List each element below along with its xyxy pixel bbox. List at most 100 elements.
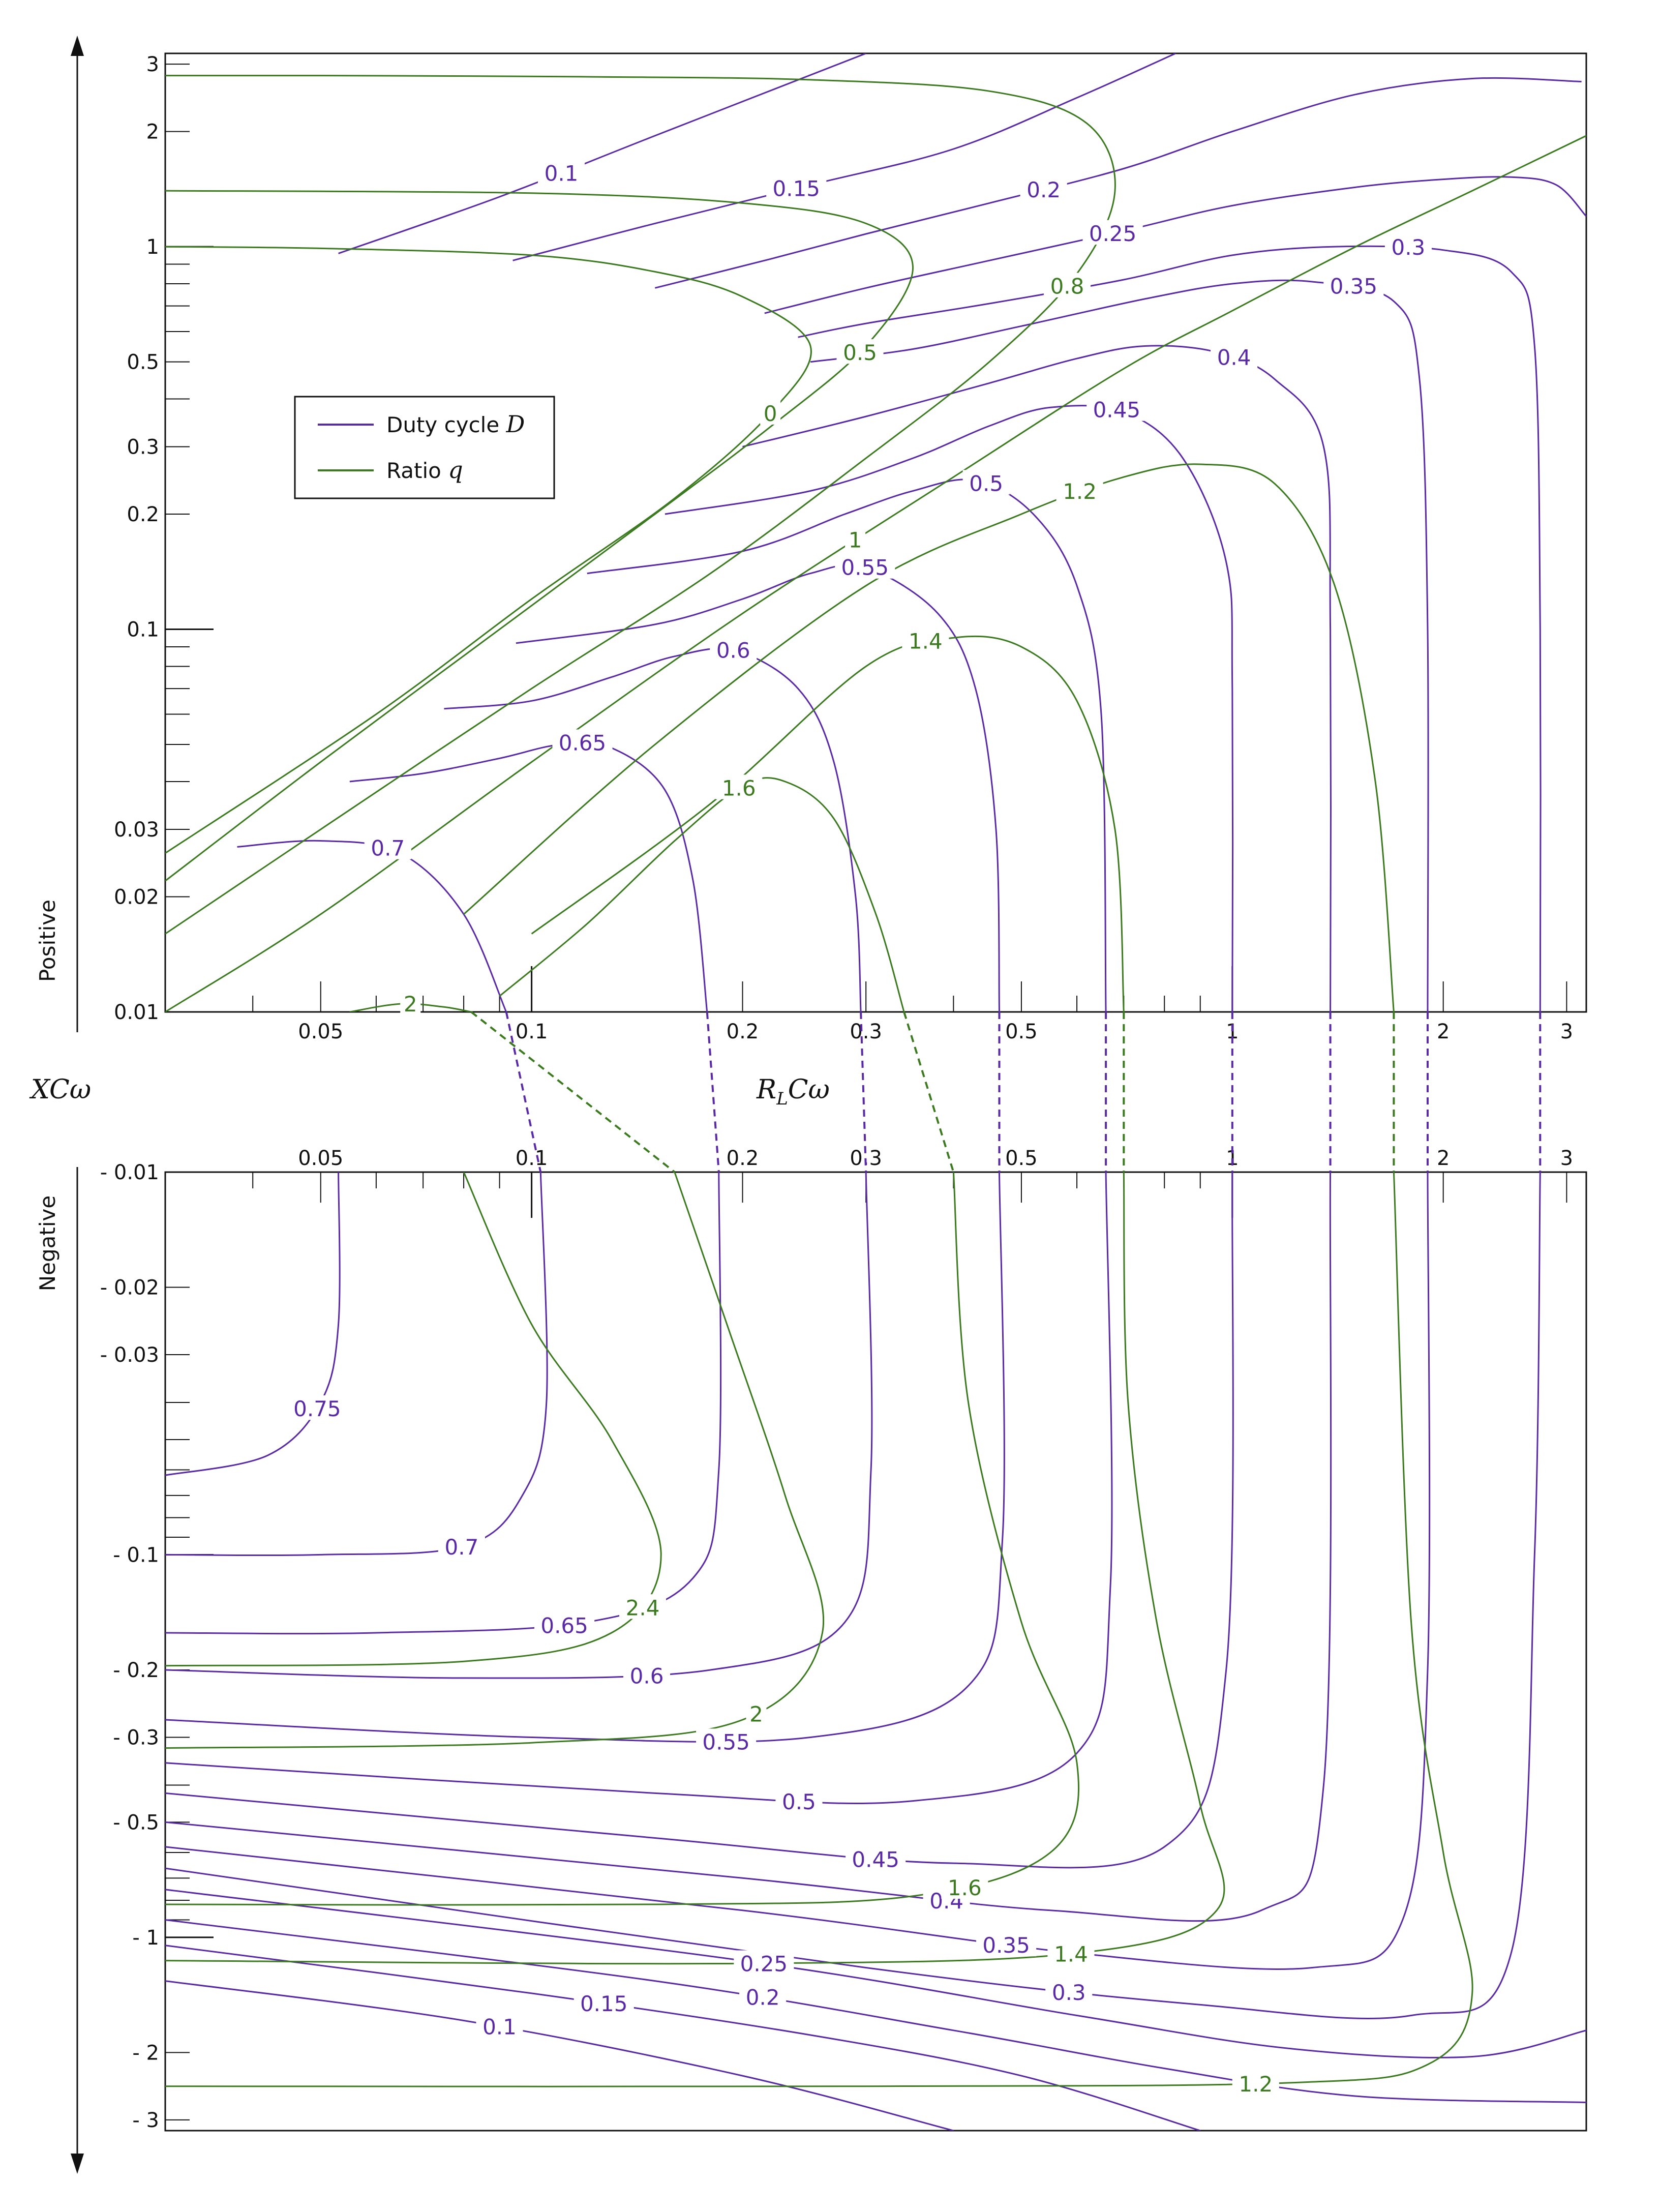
ratio-curve-positive — [165, 246, 812, 854]
ratio-curve-negative — [165, 1172, 825, 1749]
duty-cycle-curve-positive — [237, 840, 507, 1012]
connector-layer — [470, 1011, 1542, 1173]
curve-label-background — [836, 339, 884, 364]
ratio-label: 2 — [749, 1702, 763, 1727]
y-tick-label-negative: - 0.03 — [100, 1343, 159, 1367]
duty-cycle-curve-negative — [165, 1889, 1586, 2058]
curve-label-background — [846, 1846, 906, 1871]
duty-cycle-label: 0.3 — [1052, 1980, 1086, 2005]
duty-cycle-label: 0.35 — [982, 1933, 1030, 1958]
ratio-label: 2 — [404, 992, 417, 1017]
duty-cycle-curve-negative — [165, 1919, 1586, 2103]
curve-label-background — [537, 160, 585, 185]
y-tick-label-negative: - 0.1 — [113, 1543, 159, 1567]
y-tick-label-negative: - 0.3 — [113, 1726, 159, 1749]
curve-label-background — [760, 400, 781, 425]
curve-label-background — [1082, 220, 1143, 245]
duty-cycle-label: 0.25 — [740, 1952, 788, 1977]
x-axis-title-rest: Cω — [788, 1074, 830, 1105]
y-tick-label-positive: 2 — [146, 121, 159, 144]
duty-cycle-curve-negative — [165, 1172, 1431, 1970]
curve-label-background — [552, 729, 613, 754]
curve-label-background — [710, 637, 757, 662]
arrow-down-icon — [71, 2154, 84, 2174]
legend-box — [294, 396, 555, 499]
x-axis-title: RLCω — [756, 1074, 830, 1109]
duty-cycle-label: 0.65 — [540, 1613, 588, 1638]
duty-cycle-connector — [505, 1011, 542, 1173]
y-tick-label-positive: 0.5 — [127, 351, 159, 374]
x-tick-label-bottom: 0.05 — [298, 1147, 343, 1170]
curve-label-background — [364, 834, 411, 859]
y-tick-label-positive: 0.2 — [127, 503, 159, 526]
duty-cycle-curve-negative — [165, 1172, 1113, 1805]
curve-label-background — [746, 1700, 767, 1725]
curve-label-background — [696, 1728, 757, 1753]
ratio-label: 1.4 — [909, 629, 943, 654]
ratio-curve-positive — [499, 777, 905, 1012]
y-tick-label-negative: - 0.2 — [113, 1659, 159, 1682]
y-tick-label-negative: - 2 — [132, 2041, 159, 2065]
duty-cycle-label: 0.6 — [630, 1664, 664, 1689]
duty-cycle-label: 0.6 — [716, 638, 750, 663]
duty-cycle-curve-negative — [165, 1172, 1332, 1922]
ratio-curve-negative — [165, 1172, 662, 1667]
duty-cycle-curve-negative — [165, 1945, 1201, 2131]
curve-label-background — [574, 1990, 634, 2015]
ratio-label: 1.2 — [1239, 2072, 1273, 2097]
curve-label-background — [835, 554, 895, 579]
curve-label-background — [1384, 233, 1432, 259]
curve-label-background — [623, 1662, 671, 1687]
duty-cycle-label: 0.75 — [293, 1396, 341, 1421]
x-tick-label-top: 0.1 — [516, 1020, 548, 1043]
curve-label-background — [534, 1612, 595, 1637]
y-tick-label-positive: 1 — [146, 235, 159, 259]
duty-cycle-curve-negative — [165, 1980, 954, 2131]
duty-cycle-curve-negative — [165, 1172, 1005, 1743]
positive-panel-label: Positive — [35, 900, 60, 982]
curve-label-background — [941, 1874, 988, 1899]
duty-cycle-label: 0.2 — [1027, 177, 1061, 202]
curve-label-background — [766, 175, 827, 200]
duty-cycle-curve-negative — [165, 1172, 873, 1679]
y-tick-label-positive: 0.3 — [127, 436, 159, 459]
y-tick-label-positive: 0.03 — [114, 818, 159, 842]
duty-cycle-label: 0.15 — [773, 176, 821, 201]
curve-label-background — [1043, 273, 1091, 297]
axis-titles: Positive Negative XCω RLCω — [29, 36, 830, 2174]
y-tick-label-negative: - 0.5 — [113, 1811, 159, 1834]
ratio-label: 1.6 — [722, 776, 756, 801]
duty-cycle-curve-negative — [165, 1172, 341, 1476]
ratio-label: 0.8 — [1050, 274, 1084, 299]
duty-cycle-label: 0.1 — [482, 2015, 517, 2040]
legend-symbol: D — [506, 410, 525, 438]
curve-label-background — [715, 774, 763, 799]
duty-cycle-label: 0.4 — [1217, 345, 1251, 370]
ratio-curve-negative — [165, 1172, 1473, 2087]
ratio-curve-negative — [165, 1172, 1079, 1906]
ratio-curve-positive — [165, 190, 914, 882]
y-tick-label-negative: - 1 — [132, 1926, 159, 1950]
duty-cycle-label: 0.5 — [782, 1789, 816, 1814]
positive-panel-frame — [164, 52, 1587, 1013]
legend-symbol: q — [448, 456, 463, 484]
x-tick-label-bottom: 0.2 — [727, 1147, 759, 1170]
duty-cycle-label: 0.3 — [1391, 235, 1425, 260]
ratio-label: 1.4 — [1054, 1941, 1088, 1966]
curve-label-background — [1323, 273, 1384, 297]
negative-panel-frame — [164, 1171, 1587, 2132]
curve-label-background — [400, 990, 421, 1015]
duty-cycle-curve-positive — [764, 176, 1586, 314]
x-tick-label-top: 0.3 — [850, 1020, 882, 1043]
curve-label-background — [734, 1950, 794, 1975]
duty-cycle-curve-positive — [665, 405, 1234, 1012]
duty-cycle-label: 0.7 — [371, 836, 405, 861]
curve-label-background — [476, 2013, 523, 2038]
duty-cycle-label: 0.25 — [1089, 221, 1137, 246]
curve-label-background — [962, 470, 1010, 495]
curve-label-background — [1211, 344, 1258, 369]
duty-cycle-label: 0.45 — [1093, 398, 1141, 423]
duty-cycle-label: 0.35 — [1330, 274, 1378, 299]
duty-cycle-label: 0.7 — [445, 1535, 479, 1560]
